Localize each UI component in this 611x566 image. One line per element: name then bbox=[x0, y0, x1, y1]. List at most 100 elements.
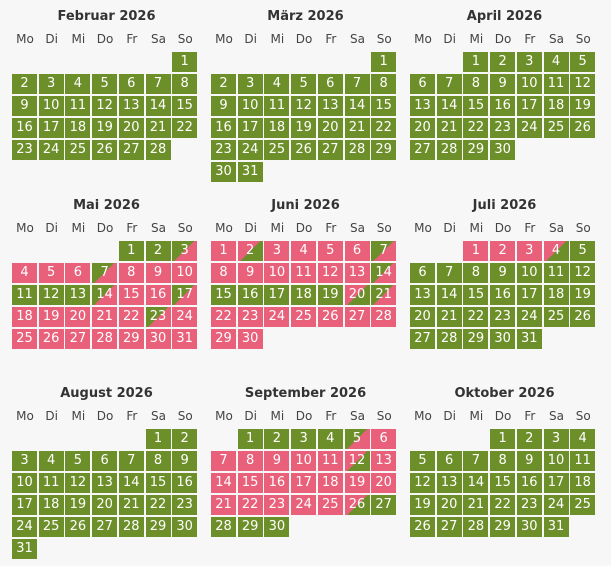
calendar-day[interactable]: 7 bbox=[344, 74, 370, 94]
calendar-day[interactable]: 18 bbox=[264, 118, 290, 138]
calendar-day[interactable]: 27 bbox=[317, 140, 343, 160]
calendar-day[interactable]: 29 bbox=[118, 329, 144, 349]
calendar-day[interactable]: 19 bbox=[38, 307, 64, 327]
calendar-day[interactable]: 20 bbox=[317, 118, 343, 138]
calendar-day[interactable]: 23 bbox=[237, 307, 263, 327]
calendar-day[interactable]: 10 bbox=[38, 96, 64, 116]
calendar-day[interactable]: 26 bbox=[38, 329, 64, 349]
calendar-day[interactable]: 16 bbox=[12, 118, 37, 138]
calendar-day[interactable]: 8 bbox=[463, 263, 489, 283]
calendar-day[interactable]: 9 bbox=[490, 263, 516, 283]
calendar-day[interactable]: 5 bbox=[570, 52, 596, 72]
calendar-day[interactable]: 2 bbox=[145, 241, 171, 261]
calendar-day[interactable]: 4 bbox=[543, 52, 569, 72]
calendar-day[interactable]: 28 bbox=[436, 140, 462, 160]
calendar-day[interactable]: 11 bbox=[65, 96, 91, 116]
calendar-day[interactable]: 1 bbox=[211, 241, 236, 261]
calendar-day[interactable]: 25 bbox=[65, 140, 91, 160]
calendar-day[interactable]: 1 bbox=[118, 241, 144, 261]
calendar-day[interactable]: 20 bbox=[410, 307, 435, 327]
calendar-day[interactable]: 6 bbox=[118, 74, 144, 94]
calendar-day[interactable]: 7 bbox=[118, 451, 144, 471]
calendar-day[interactable]: 17 bbox=[264, 285, 290, 305]
calendar-day[interactable]: 18 bbox=[543, 285, 569, 305]
calendar-day[interactable]: 20 bbox=[410, 118, 435, 138]
calendar-day[interactable]: 31 bbox=[543, 517, 569, 537]
calendar-day[interactable]: 29 bbox=[371, 140, 397, 160]
calendar-day[interactable]: 8 bbox=[118, 263, 144, 283]
calendar-day[interactable]: 21 bbox=[436, 118, 462, 138]
calendar-day[interactable]: 13 bbox=[65, 285, 91, 305]
calendar-day[interactable]: 18 bbox=[317, 473, 343, 493]
calendar-day[interactable]: 2 bbox=[172, 429, 198, 449]
calendar-day[interactable]: 27 bbox=[371, 495, 397, 515]
calendar-day[interactable]: 2 bbox=[516, 429, 542, 449]
calendar-day[interactable]: 9 bbox=[237, 263, 263, 283]
calendar-day[interactable]: 4 bbox=[317, 429, 343, 449]
calendar-day[interactable]: 19 bbox=[92, 118, 118, 138]
calendar-day[interactable]: 17 bbox=[543, 473, 569, 493]
calendar-day[interactable]: 5 bbox=[65, 451, 91, 471]
calendar-day[interactable]: 28 bbox=[118, 517, 144, 537]
calendar-day[interactable]: 21 bbox=[344, 118, 370, 138]
calendar-day[interactable]: 7 bbox=[436, 74, 462, 94]
calendar-day[interactable]: 19 bbox=[65, 495, 91, 515]
calendar-day[interactable]: 30 bbox=[490, 140, 516, 160]
calendar-day[interactable]: 19 bbox=[570, 285, 596, 305]
calendar-day[interactable]: 25 bbox=[543, 118, 569, 138]
calendar-day[interactable]: 22 bbox=[490, 495, 516, 515]
calendar-day[interactable]: 23 bbox=[264, 495, 290, 515]
calendar-day[interactable]: 10 bbox=[172, 263, 198, 283]
calendar-day[interactable]: 18 bbox=[570, 473, 596, 493]
calendar-day[interactable]: 22 bbox=[371, 118, 397, 138]
calendar-day[interactable]: 28 bbox=[463, 517, 489, 537]
calendar-day[interactable]: 1 bbox=[371, 52, 397, 72]
calendar-day[interactable]: 3 bbox=[12, 451, 37, 471]
calendar-day[interactable]: 27 bbox=[118, 140, 144, 160]
calendar-day[interactable]: 27 bbox=[410, 329, 435, 349]
calendar-day[interactable]: 20 bbox=[92, 495, 118, 515]
calendar-day[interactable]: 19 bbox=[570, 96, 596, 116]
calendar-day[interactable]: 4 bbox=[38, 451, 64, 471]
calendar-day[interactable]: 8 bbox=[463, 74, 489, 94]
calendar-day[interactable]: 4 bbox=[291, 241, 317, 261]
calendar-day[interactable]: 10 bbox=[516, 74, 542, 94]
calendar-day[interactable]: 21 bbox=[463, 495, 489, 515]
calendar-day[interactable]: 15 bbox=[145, 473, 171, 493]
calendar-day[interactable]: 29 bbox=[237, 517, 263, 537]
calendar-day[interactable]: 18 bbox=[38, 495, 64, 515]
calendar-day[interactable]: 5 bbox=[344, 429, 370, 449]
calendar-day[interactable]: 21 bbox=[145, 118, 171, 138]
calendar-day[interactable]: 11 bbox=[38, 473, 64, 493]
calendar-day[interactable]: 4 bbox=[543, 241, 569, 261]
calendar-day[interactable]: 1 bbox=[490, 429, 516, 449]
calendar-day[interactable]: 11 bbox=[12, 285, 37, 305]
calendar-day[interactable]: 3 bbox=[291, 429, 317, 449]
calendar-day[interactable]: 29 bbox=[463, 329, 489, 349]
calendar-day[interactable]: 5 bbox=[317, 241, 343, 261]
calendar-day[interactable]: 7 bbox=[463, 451, 489, 471]
calendar-day[interactable]: 24 bbox=[38, 140, 64, 160]
calendar-day[interactable]: 2 bbox=[490, 241, 516, 261]
calendar-day[interactable]: 9 bbox=[264, 451, 290, 471]
calendar-day[interactable]: 6 bbox=[92, 451, 118, 471]
calendar-day[interactable]: 26 bbox=[570, 307, 596, 327]
calendar-day[interactable]: 12 bbox=[570, 74, 596, 94]
calendar-day[interactable]: 29 bbox=[490, 517, 516, 537]
calendar-day[interactable]: 18 bbox=[543, 96, 569, 116]
calendar-day[interactable]: 17 bbox=[38, 118, 64, 138]
calendar-day[interactable]: 9 bbox=[172, 451, 198, 471]
calendar-day[interactable]: 25 bbox=[291, 307, 317, 327]
calendar-day[interactable]: 15 bbox=[211, 285, 236, 305]
calendar-day[interactable]: 24 bbox=[291, 495, 317, 515]
calendar-day[interactable]: 24 bbox=[543, 495, 569, 515]
calendar-day[interactable]: 6 bbox=[436, 451, 462, 471]
calendar-day[interactable]: 25 bbox=[38, 517, 64, 537]
calendar-day[interactable]: 20 bbox=[371, 473, 397, 493]
calendar-day[interactable]: 27 bbox=[92, 517, 118, 537]
calendar-day[interactable]: 24 bbox=[516, 118, 542, 138]
calendar-day[interactable]: 13 bbox=[436, 473, 462, 493]
calendar-day[interactable]: 7 bbox=[92, 263, 118, 283]
calendar-day[interactable]: 24 bbox=[172, 307, 198, 327]
calendar-day[interactable]: 19 bbox=[344, 473, 370, 493]
